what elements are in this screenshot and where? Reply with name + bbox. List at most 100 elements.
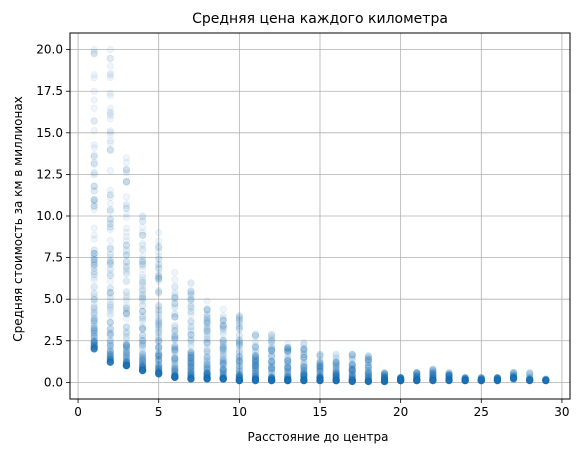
data-point xyxy=(90,345,98,353)
data-point xyxy=(106,338,114,347)
data-point xyxy=(90,333,98,341)
data-point xyxy=(106,318,114,327)
data-point xyxy=(106,265,114,273)
data-point xyxy=(122,362,131,370)
data-point xyxy=(90,345,98,353)
data-point xyxy=(155,328,163,336)
data-point xyxy=(138,366,147,375)
data-point xyxy=(122,247,131,256)
data-point xyxy=(90,338,98,347)
data-point xyxy=(122,357,131,365)
data-point xyxy=(155,287,163,296)
data-point xyxy=(122,361,131,370)
data-point xyxy=(106,358,114,366)
y-axis-ticks: 0.0 2.5 5.0 7.5 10.0 12.5 15.0 17.5 20.0 xyxy=(36,43,70,389)
data-point xyxy=(90,252,98,261)
data-point xyxy=(106,243,114,251)
data-point xyxy=(219,317,227,325)
data-point xyxy=(203,335,211,343)
data-point xyxy=(122,327,131,336)
x-tick-label: 0 xyxy=(74,405,82,419)
data-point xyxy=(122,361,131,370)
data-point xyxy=(122,329,131,338)
data-point xyxy=(90,273,98,281)
data-point xyxy=(106,289,114,297)
data-point xyxy=(106,356,114,364)
data-point xyxy=(203,297,211,305)
data-point xyxy=(251,377,260,385)
data-point xyxy=(138,352,147,360)
data-point xyxy=(90,325,98,333)
data-point xyxy=(187,323,195,331)
data-point xyxy=(155,242,163,250)
data-point xyxy=(90,224,98,232)
data-point xyxy=(122,359,131,367)
data-point xyxy=(219,368,227,377)
data-point xyxy=(268,373,276,381)
data-point xyxy=(284,340,292,348)
data-point xyxy=(122,361,131,370)
data-point xyxy=(90,343,98,351)
data-point xyxy=(90,104,98,112)
data-point xyxy=(235,312,243,320)
data-point xyxy=(122,349,131,358)
data-point xyxy=(90,338,98,346)
data-point xyxy=(203,317,211,325)
data-point xyxy=(106,323,114,332)
data-point xyxy=(106,206,114,214)
data-point xyxy=(380,368,389,376)
data-point xyxy=(90,267,98,276)
data-point xyxy=(122,258,131,266)
data-point xyxy=(122,358,131,367)
data-point xyxy=(106,289,114,298)
y-tick-label: 15.0 xyxy=(36,126,63,140)
data-point xyxy=(106,347,114,355)
data-point xyxy=(90,48,98,56)
data-point xyxy=(122,251,131,260)
data-point xyxy=(90,246,98,254)
data-point xyxy=(106,111,114,120)
data-point xyxy=(90,141,98,149)
x-tick-label: 10 xyxy=(232,405,247,419)
data-point xyxy=(106,355,114,363)
data-point xyxy=(251,330,260,338)
data-point xyxy=(90,187,98,195)
data-point xyxy=(219,336,227,344)
data-point xyxy=(90,296,98,304)
data-point xyxy=(106,355,114,363)
data-point xyxy=(90,327,98,335)
data-point xyxy=(106,358,114,366)
data-point xyxy=(90,171,98,179)
data-point xyxy=(348,373,356,382)
data-point xyxy=(106,145,114,153)
data-point xyxy=(106,223,114,231)
data-point xyxy=(90,295,98,303)
data-point xyxy=(90,160,98,168)
x-tick-label: 15 xyxy=(312,405,327,419)
data-point xyxy=(90,304,98,313)
data-point xyxy=(90,304,98,312)
x-axis-label: Расстояние до центра xyxy=(248,430,389,444)
data-point xyxy=(106,108,114,116)
data-point xyxy=(106,89,114,97)
data-point xyxy=(90,198,98,207)
data-point xyxy=(122,360,131,368)
data-point xyxy=(106,358,114,366)
data-point xyxy=(122,241,131,249)
data-point xyxy=(90,308,98,316)
data-point xyxy=(106,358,114,366)
data-point xyxy=(90,263,98,271)
data-point xyxy=(122,362,131,370)
data-point xyxy=(106,309,114,318)
data-point xyxy=(122,310,131,318)
data-point xyxy=(122,360,131,369)
data-point xyxy=(90,343,98,351)
data-point xyxy=(106,300,114,309)
data-point xyxy=(106,303,114,311)
data-point xyxy=(106,341,114,349)
data-point xyxy=(106,357,114,365)
data-point xyxy=(332,362,340,370)
data-point xyxy=(106,318,114,326)
data-point xyxy=(90,196,98,204)
data-point xyxy=(90,231,98,239)
